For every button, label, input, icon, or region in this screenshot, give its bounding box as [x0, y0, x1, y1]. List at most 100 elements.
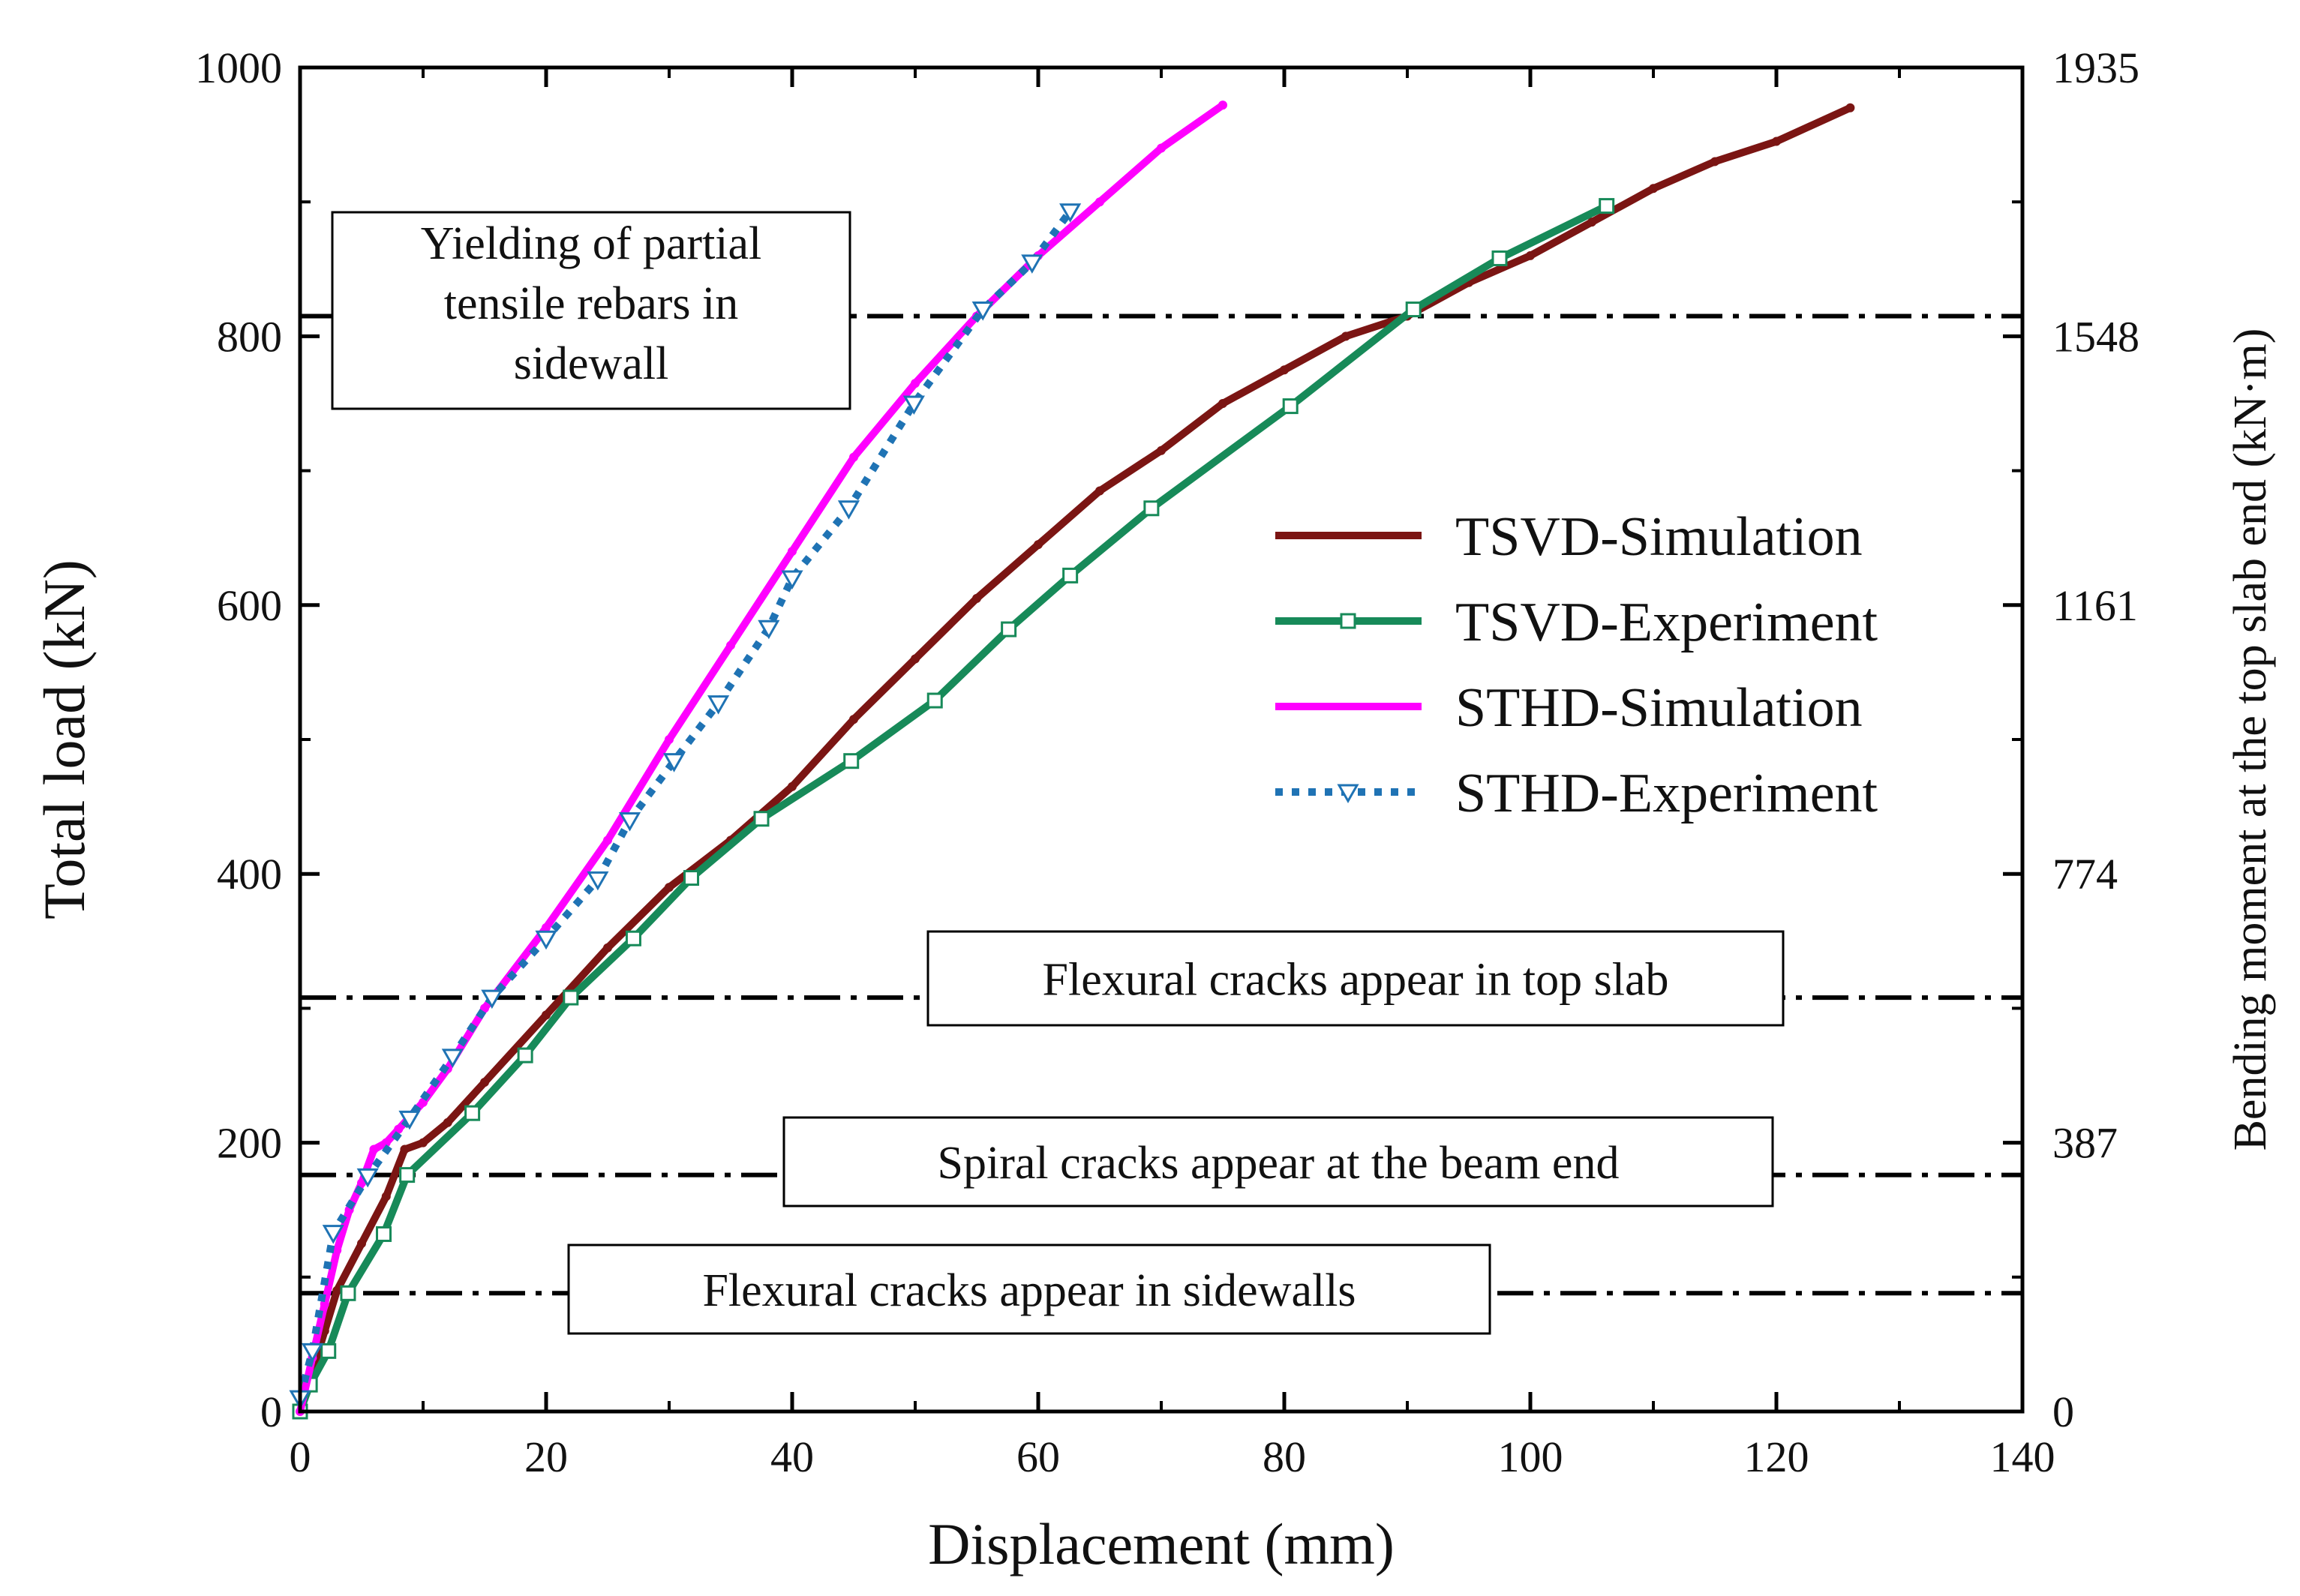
data-point-square — [683, 870, 700, 886]
data-point-square — [1143, 500, 1160, 517]
annotation-label: Yielding of partial tensile rebars in side… — [421, 218, 762, 389]
data-point-triangle — [481, 989, 503, 1010]
data-point-square — [1340, 613, 1356, 629]
data-point — [357, 1178, 366, 1188]
y2-tick-label: 1935 — [2052, 44, 2139, 92]
data-point-square — [340, 1285, 356, 1301]
x-tick-label: 120 — [1744, 1432, 1809, 1481]
x-tick-label: 0 — [290, 1432, 311, 1481]
legend-box — [1268, 488, 2018, 840]
legend-label: TSVD-Experiment — [1455, 592, 1878, 653]
data-point-triangle — [662, 753, 686, 772]
data-point — [1845, 103, 1855, 112]
data-point-triangle — [441, 1048, 464, 1068]
data-point — [369, 1144, 379, 1154]
data-point-triangle — [1021, 254, 1043, 274]
data-point — [1218, 100, 1227, 110]
data-point-square — [517, 1047, 533, 1064]
data-point-triangle — [398, 1110, 421, 1130]
data-point-triangle — [535, 930, 557, 950]
y2-tick-label: 1548 — [2052, 312, 2139, 361]
series-sthd-experiment — [289, 203, 1082, 1410]
legend: TSVD-Simulation TSVD-Experiment STHD-Simul… — [1268, 488, 2018, 840]
y-tick-label: 400 — [217, 850, 282, 898]
annotation-label: Flexural cracks appear in top slab — [1043, 955, 1669, 1006]
annotation-box — [782, 1116, 1774, 1208]
x-tick-label: 80 — [1263, 1432, 1306, 1481]
data-point — [400, 1144, 410, 1154]
data-point — [1772, 136, 1781, 146]
data-point — [1587, 218, 1596, 227]
data-point-triangle — [707, 695, 730, 715]
x-tick-label: 140 — [1990, 1432, 2055, 1481]
data-point-square — [1405, 302, 1422, 318]
data-point — [1526, 250, 1535, 260]
data-point-triangle — [1337, 784, 1359, 804]
series-line — [296, 104, 1854, 1415]
data-point — [381, 1192, 391, 1202]
data-point — [972, 593, 981, 603]
data-point — [542, 922, 551, 932]
data-point — [332, 1286, 342, 1295]
series-tsvd-experiment — [292, 198, 1615, 1420]
annotation-box — [926, 930, 1785, 1027]
data-point — [480, 1077, 489, 1087]
legend-label: STHD-Experiment — [1455, 763, 1878, 824]
data-point-square — [376, 1226, 392, 1242]
data-point-triangle — [301, 1342, 323, 1363]
data-point-square — [753, 811, 770, 827]
data-point — [542, 1010, 551, 1020]
axes-layer: 0 20 40 60 80 100 120 1400200400600800100003877… — [195, 44, 2139, 1481]
data-point-triangle — [322, 1225, 344, 1244]
y-tick-label: 1000 — [195, 44, 282, 92]
data-point — [603, 943, 612, 952]
data-point — [419, 1138, 428, 1148]
data-point-square — [399, 1167, 416, 1184]
data-point — [1034, 540, 1043, 550]
data-point — [1710, 157, 1719, 166]
data-point-square — [1599, 198, 1615, 214]
data-point-triangle — [837, 500, 860, 520]
annotation-box — [567, 1244, 1491, 1335]
data-point — [849, 715, 858, 724]
data-point-triangle — [781, 570, 803, 590]
data-point — [1095, 197, 1104, 207]
data-point — [332, 1245, 342, 1255]
y-tick-label: 600 — [217, 581, 282, 630]
data-point — [1157, 143, 1166, 153]
y-tick-label: 800 — [217, 312, 282, 361]
data-point-triangle — [758, 620, 780, 640]
legend-label: STHD-Simulation — [1455, 677, 1863, 739]
x-tick-label: 60 — [1016, 1432, 1060, 1481]
data-point — [911, 654, 920, 664]
data-point-triangle — [1059, 203, 1082, 223]
data-point — [1341, 332, 1350, 341]
y-tick-label: 0 — [260, 1388, 282, 1436]
data-point — [1649, 184, 1658, 194]
data-point — [443, 1118, 452, 1127]
data-point — [849, 452, 858, 462]
x-axis-title: Displacement (mm) — [928, 1511, 1395, 1576]
x-tick-label: 20 — [524, 1432, 568, 1481]
data-point-triangle — [971, 302, 994, 321]
data-point-triangle — [587, 871, 609, 891]
data-point-square — [1282, 398, 1299, 415]
data-point-square — [625, 930, 641, 946]
data-point — [788, 547, 797, 556]
y-axis-title: Total load (kN) — [32, 560, 97, 920]
data-point — [381, 1138, 391, 1148]
data-point — [1218, 399, 1227, 408]
annotation-label: Spiral cracks appear at the beam end — [938, 1138, 1620, 1189]
y2-tick-label: 0 — [2052, 1388, 2074, 1436]
data-point — [1280, 365, 1289, 375]
data-point-square — [843, 753, 860, 770]
data-point-square — [320, 1342, 337, 1359]
data-point — [320, 1299, 329, 1309]
data-point — [665, 735, 674, 744]
data-point — [665, 883, 674, 892]
x-tick-label: 40 — [770, 1432, 814, 1481]
data-point-triangle — [356, 1168, 379, 1188]
annotation-layer: Yielding of partial tensile rebars in side… — [300, 211, 2022, 1335]
data-point-square — [926, 692, 943, 709]
